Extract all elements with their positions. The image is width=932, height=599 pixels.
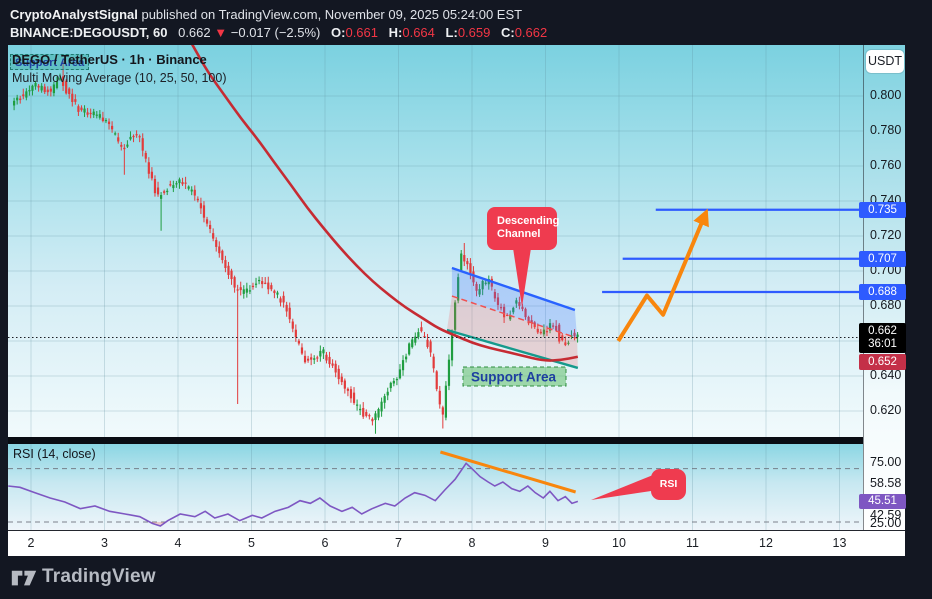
rsi-axis-label: 75.00: [870, 455, 902, 469]
chart-legend: DEGO / TetherUS · 1h · Binance Multi Mov…: [12, 52, 226, 86]
price-badge-0.662: 0.662 36:01: [859, 322, 906, 353]
high-value: 0.664: [402, 25, 435, 40]
price-axis-label: 0.640: [870, 368, 902, 382]
time-axis[interactable]: 2 3 4 5 6 7 8 9 10 11 12 13: [8, 530, 905, 556]
time-axis-label: 12: [759, 536, 773, 550]
tradingview-logo-icon: [11, 570, 37, 586]
price-chart-canvas: Support Area: [8, 45, 863, 437]
time-axis-label: 3: [101, 536, 108, 550]
projection-arrow: [616, 208, 709, 343]
time-axis-label: 5: [248, 536, 255, 550]
channel-callout-tail: [513, 248, 531, 307]
rsi-oversold-fill: [149, 522, 166, 526]
rsi-axis-label: 42.59: [870, 508, 902, 522]
high-label: H:: [388, 25, 403, 40]
indicator-legend: Multi Moving Average (10, 25, 50, 100): [12, 71, 227, 85]
tradingview-wordmark: TradingView: [42, 566, 156, 587]
chart-title: DEGO / TetherUS · 1h · Binance: [12, 52, 207, 67]
price-axis-label: 0.780: [870, 123, 902, 137]
rsi-value-badge: 45.51: [859, 494, 906, 509]
time-axis-label: 11: [686, 536, 699, 550]
price-axis-label: 0.620: [870, 403, 902, 417]
close-value: 0.662: [514, 25, 548, 40]
price-gridlines: [8, 45, 863, 437]
time-axis-label: 6: [321, 536, 329, 550]
price-axis-label: 0.680: [870, 298, 902, 312]
byline: CryptoAnalystSignal published on Trading…: [10, 6, 547, 23]
rsi-axis-label: 58.58: [870, 476, 902, 490]
rsi-trendline: [439, 450, 577, 494]
currency-toggle-button[interactable]: USDT: [866, 50, 904, 73]
time-axis-label: 13: [832, 536, 847, 550]
last-price-header: 0.662: [178, 25, 211, 40]
rsi-legend: RSI (14, close): [13, 447, 96, 461]
price-change: −0.017 (−2.5%): [230, 25, 321, 40]
support-area-label-hidden[interactable]: Support Area: [10, 54, 89, 70]
open-label: O:: [331, 25, 346, 40]
pane-separator[interactable]: [8, 437, 905, 444]
price-axis-label: 0.760: [870, 158, 902, 172]
price-badge-0.688: 0.688: [859, 284, 906, 300]
price-axis-label: 0.720: [870, 228, 902, 242]
author-name: CryptoAnalystSignal: [10, 7, 138, 22]
price-pane[interactable]: Support Area Support Area DEGO / TetherU…: [8, 45, 905, 437]
time-axis-label: 2: [27, 536, 35, 550]
snapshot-footer: TradingView: [0, 556, 932, 599]
price-badge-0.735: 0.735: [859, 201, 906, 218]
time-axis-label: 4: [174, 536, 182, 550]
support-area-label: Support Area: [471, 370, 556, 385]
low-label: L:: [445, 25, 458, 40]
down-arrow-icon: ▼: [214, 25, 228, 40]
symbol-interval: BINANCE:DEGOUSDT, 60: [10, 25, 168, 40]
snapshot-header: CryptoAnalystSignal published on Trading…: [10, 6, 547, 41]
low-value: 0.659: [457, 25, 491, 40]
price-badge-0.652: 0.652: [859, 354, 906, 370]
rsi-axis-label: 25.00: [870, 516, 902, 530]
ma-100-line: [191, 45, 579, 362]
descending-channel: [446, 266, 579, 370]
descending-channel-callout[interactable]: Descending Channel: [487, 207, 559, 250]
rsi-chart-canvas: [8, 444, 863, 530]
rsi-callout[interactable]: RSI: [651, 469, 686, 500]
symbol-line: BINANCE:DEGOUSDT, 60 0.662 ▼ −0.017 (−2.…: [10, 24, 547, 41]
rsi-callout-tail: [591, 473, 658, 500]
time-axis-label: 8: [468, 536, 476, 550]
time-axis-label: 9: [542, 536, 549, 550]
close-label: C:: [500, 25, 515, 40]
rsi-line: [8, 462, 579, 527]
support-area-annotation: Support Area: [462, 366, 567, 387]
price-scale[interactable]: USDT 0.800 0.780 0.760 0.740 0.720 0.700 0.680…: [859, 45, 906, 530]
rsi-pane[interactable]: RSI (14, close): [8, 444, 905, 530]
price-axis-label: 0.800: [870, 88, 902, 102]
time-axis-label: 7: [395, 536, 402, 550]
byline-text: published on TradingView.com, November 0…: [137, 7, 523, 22]
time-axis-label: 10: [612, 536, 626, 550]
chart-area: Support Area Support Area DEGO / TetherU…: [8, 45, 906, 556]
price-badge-0.707: 0.707: [859, 250, 906, 267]
open-value: 0.661: [345, 25, 379, 40]
